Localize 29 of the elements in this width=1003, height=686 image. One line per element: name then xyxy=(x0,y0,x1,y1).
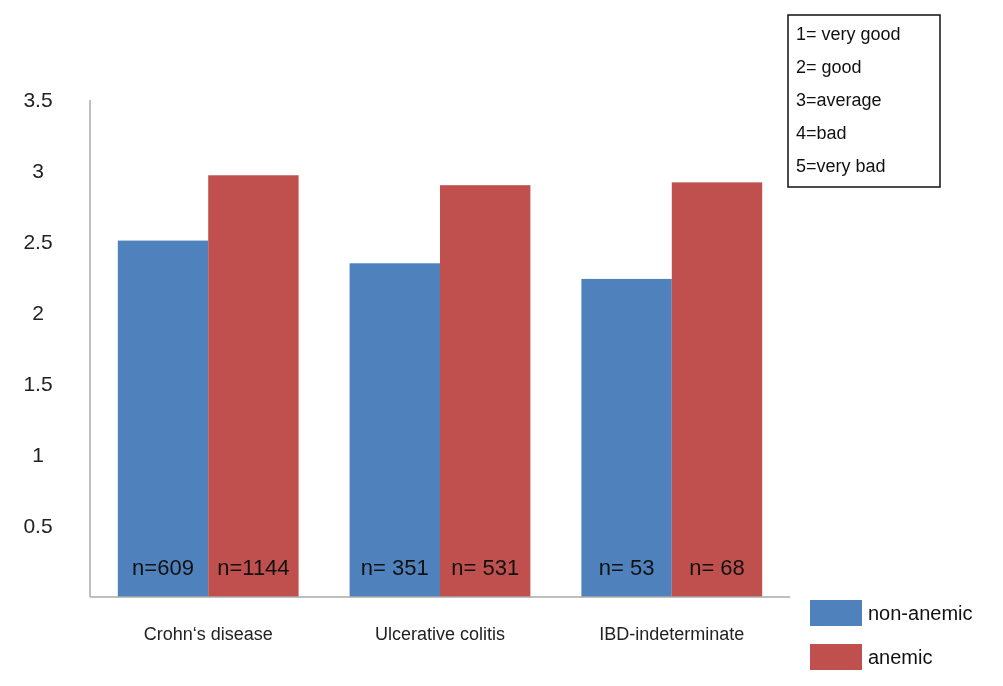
y-tick-label: 3.5 xyxy=(23,88,53,112)
bar xyxy=(440,185,531,597)
y-tick-label: 2.5 xyxy=(23,230,53,254)
annotation: n= 531 xyxy=(451,555,520,580)
x-tick-label: IBD-indeterminate xyxy=(599,624,745,644)
y-tick-label: 1.5 xyxy=(23,372,53,396)
x-tick-label: Crohn‘s disease xyxy=(143,624,273,644)
legend-label: non-anemic xyxy=(868,602,973,624)
text: 4=bad xyxy=(796,123,847,143)
bar xyxy=(671,182,763,597)
bar xyxy=(208,175,299,597)
bar xyxy=(349,263,440,597)
annotation: n= 53 xyxy=(598,555,655,580)
text: 5=very bad xyxy=(796,156,886,176)
y-tick-label: 2 xyxy=(32,301,44,325)
annotation: n= 351 xyxy=(360,555,429,580)
y-tick-label: 1 xyxy=(32,443,44,467)
y-tick-label: 3 xyxy=(32,159,44,183)
annotation: n=1144 xyxy=(217,555,290,580)
annotation: n= 68 xyxy=(689,555,745,580)
bar xyxy=(581,278,672,597)
text: 2= good xyxy=(796,57,862,77)
bar xyxy=(117,240,209,597)
annotation: n=609 xyxy=(132,555,194,580)
x-tick-label: Ulcerative colitis xyxy=(374,624,506,644)
text: 1= very good xyxy=(796,24,901,44)
y-tick-label: 0.5 xyxy=(23,514,53,538)
legend-label: anemic xyxy=(868,646,933,668)
text: 3=average xyxy=(796,90,882,110)
